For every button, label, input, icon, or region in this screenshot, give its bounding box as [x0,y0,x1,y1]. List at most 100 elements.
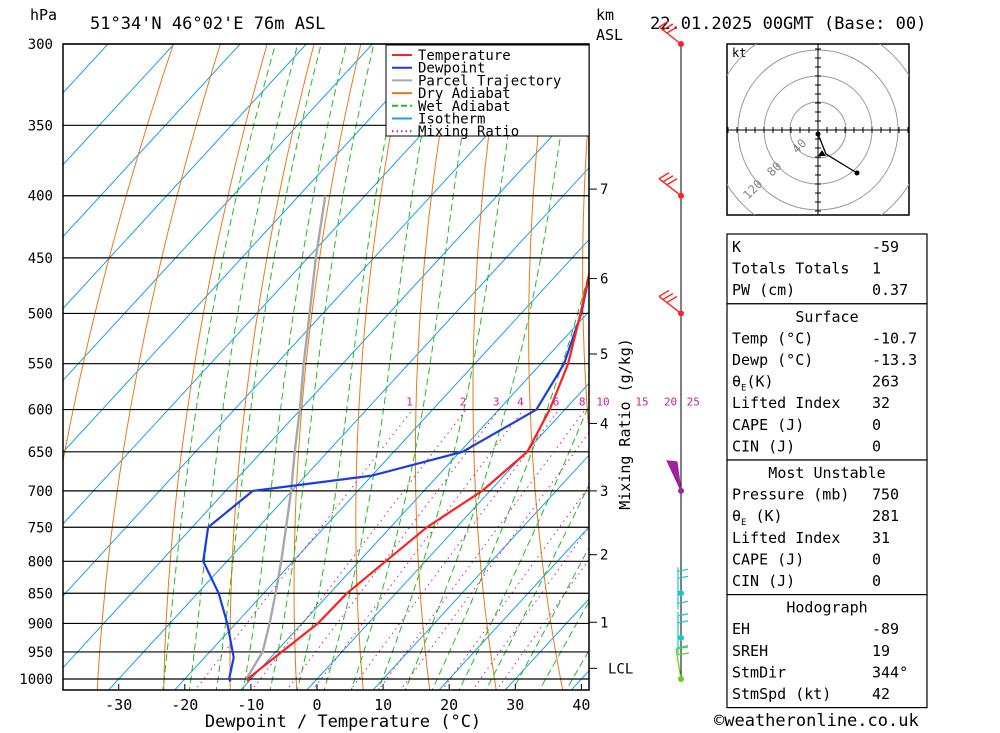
index-label-rest: (K) [746,373,773,391]
mixing-ratio-label: 25 [687,396,700,409]
hodograph-point [854,170,860,176]
legend-box [385,44,590,137]
legend-entry: Mixing Ratio [418,124,519,140]
wet-adiabat-line [485,483,589,690]
wet-adiabat-line [350,44,478,690]
isotherm-line [63,44,241,238]
isotherm-line [438,526,589,690]
index-value: 19 [872,642,890,660]
wet-adiabat-line [512,546,589,690]
site-credit: ©weatheronline.co.uk [714,711,919,731]
pressure-tick-label: 400 [28,189,53,205]
asl-label: ASL [596,26,623,44]
mixing-ratio-line [312,409,524,690]
hodograph-unit: kt [732,46,746,60]
x-tick-label: -20 [171,696,198,714]
mixing-ratio-labels: 1 2 3 4 6 8 10 15 20 25 [406,396,700,409]
index-label: Pressure (mb) [732,486,849,504]
hodograph-box-frame [726,593,928,709]
dry-adiabat-line [355,44,409,690]
mixing-ratio-label: 4 [517,396,524,409]
index-value: 263 [872,373,899,391]
pressure-tick-label: 600 [28,403,53,419]
hodograph-point [815,131,821,137]
legend-entry: Parcel Trajectory [418,73,561,89]
hodograph-storm-arrow [818,150,826,156]
km-axis: 7 6 5 4 3 2 1 LCL [589,182,633,677]
wind-barb [677,611,689,654]
pressure-tick-label: 950 [28,645,53,661]
pressure-tick-label: 550 [28,357,53,373]
km-tick-label: 7 [600,182,608,198]
dry-adiabat-line [635,8,700,705]
wet-adiabat-line [215,44,322,690]
wet-adiabat-line [242,44,347,690]
pressure-tick-label: 800 [28,554,53,570]
wind-level-dot [678,634,684,641]
surface-box-title: Surface [795,308,858,326]
index-label: StmDir [732,663,786,681]
index-value: 0 [872,437,881,455]
pressure-tick-label: 450 [28,251,53,267]
index-value: -89 [872,620,899,638]
index-label: Lifted Index [732,529,840,547]
dewpoint-profile [202,270,589,683]
isotherm-line [63,44,440,453]
index-subscript: E [741,384,746,394]
wet-adiabat-line [377,44,523,690]
wet-adiabat-line [404,44,575,690]
mixing-ratio-label: 20 [664,396,677,409]
index-subscript: E [741,518,746,528]
temperature-profile [246,269,589,682]
x-tick-label: 20 [440,696,458,714]
index-label: EH [732,620,750,638]
mixing-ratio-label: 3 [493,396,500,409]
index-label: CIN (J) [732,572,795,590]
pressure-tick-label: 750 [28,520,53,536]
index-label: Totals Totals [732,260,849,278]
mixing-ratio-label: 6 [553,396,560,409]
mixing-ratio-line [251,409,467,690]
x-tick-label: 10 [374,696,392,714]
index-value: 0 [872,572,881,590]
isotherm-line [63,44,109,94]
km-tick-label: 2 [600,548,608,564]
indices-tables: K -59 Totals Totals 1 PW (cm) 0.37 Surface Temp… [726,233,928,709]
index-value: 31 [872,529,890,547]
index-value: 344° [872,663,908,681]
mixing-ratio-label: 10 [596,396,609,409]
mixing-ratio-label: 2 [460,396,467,409]
index-value: 0 [872,416,881,434]
x-axis-ticks: -30 -20 -10 0 10 20 30 40 [105,684,590,714]
dry-adiabat-line [293,44,362,690]
index-value: 0 [872,550,881,568]
index-value: 32 [872,394,890,412]
index-value: 0.37 [872,281,908,299]
wind-barb [658,289,682,314]
datetime-title: 22.01.2025 00GMT (Base: 00) [650,14,926,34]
x-tick-label: 30 [506,696,524,714]
index-label: Dewp (°C) [732,351,813,369]
wind-barb [675,646,690,680]
wet-adiabat-line [323,44,439,690]
pressure-tick-label: 900 [28,616,53,632]
isotherm-line [306,382,589,690]
index-label: θE(K) [732,373,774,394]
wind-barb [677,567,689,610]
index-value: -10.7 [872,329,917,347]
dry-adiabat-line [96,44,221,690]
pressure-tick-label: 700 [28,484,53,500]
km-tick-label: 4 [600,416,608,432]
isotherm-line [107,167,589,690]
index-label: K [732,238,741,256]
wind-barb [658,20,682,45]
pressure-unit: hPa [30,6,57,24]
x-tick-label: 40 [572,696,590,714]
wind-barb [666,460,682,492]
wind-level-dot [678,590,684,597]
pressure-tick-label: 850 [28,586,53,602]
index-value: -59 [872,238,899,256]
mixing-ratio-line [399,431,589,690]
